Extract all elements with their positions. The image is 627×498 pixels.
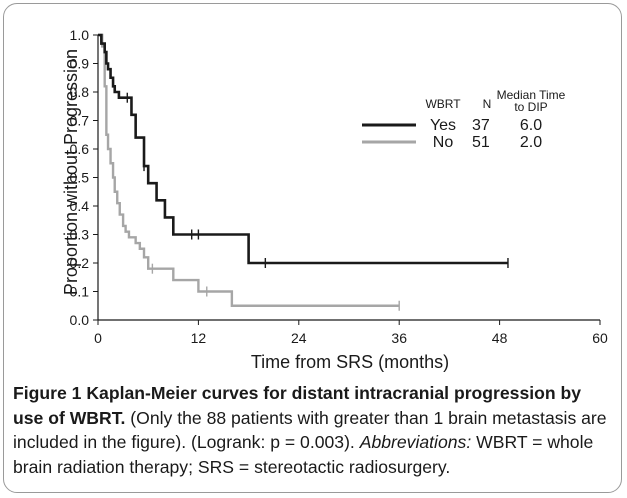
y-tick-label: 0.3: [70, 227, 90, 243]
legend-n-header: N: [483, 97, 492, 111]
km-curve-yes: [98, 33, 508, 265]
km-chart: 0.0 0.1 0.2 0.3 0.4 0.5 0.6 0.7 0.8 0.9 1.0 0 12 24 36…: [61, 27, 608, 372]
plot-area: 0.0 0.1 0.2 0.3 0.4 0.5 0.6 0.7 0.8 0.9 1.0 0 12 24 36…: [70, 27, 608, 346]
legend-median-no: 2.0: [520, 134, 542, 151]
x-tick-label: 48: [492, 330, 508, 346]
caption-title: Kaplan-Meier curves for distant intracra…: [13, 383, 582, 428]
y-tick-label: 0.5: [70, 170, 90, 186]
caption-body: (Only the 88 patients with greater than …: [13, 407, 607, 453]
legend-title: WBRT: [425, 97, 461, 111]
legend-n-no: 51: [472, 134, 490, 151]
figure-caption: Figure 1 Kaplan-Meier curves for distant…: [13, 381, 613, 479]
caption-abbr-text: WBRT = whole brain radiation therapy; SR…: [13, 432, 594, 477]
x-tick-label: 36: [391, 330, 407, 346]
legend-label-yes: Yes: [430, 117, 456, 134]
caption-abbr-label: Abbreviations:: [359, 432, 472, 452]
x-axis-label: Time from SRS (months): [251, 352, 449, 372]
y-axis-label: Proportion without Progression: [61, 49, 81, 295]
y-tick-label: 0.8: [70, 84, 90, 100]
y-tick-label: 0.4: [70, 198, 90, 214]
x-tick-label: 60: [592, 330, 608, 346]
y-tick-label: 0.0: [70, 312, 90, 328]
y-tick-label: 0.1: [70, 284, 90, 300]
caption-figure-label: Figure 1: [13, 383, 82, 403]
legend-median-header-2: to DIP: [514, 100, 547, 114]
x-tick-label: 0: [94, 330, 102, 346]
km-curve-no: [98, 33, 400, 307]
y-tick-label: 0.9: [70, 56, 90, 72]
x-tick-label: 12: [191, 330, 207, 346]
legend: WBRT N Median Time to DIP Yes 37 6.0 No …: [362, 88, 566, 151]
y-tick-label: 0.6: [70, 141, 90, 157]
y-tick-label: 0.2: [70, 255, 90, 271]
legend-n-yes: 37: [472, 117, 490, 134]
figure-frame: [3, 3, 622, 493]
legend-label-no: No: [433, 134, 454, 151]
x-tick-label: 24: [291, 330, 307, 346]
y-tick-label: 0.7: [70, 113, 90, 129]
legend-median-yes: 6.0: [520, 117, 542, 134]
y-tick-label: 1.0: [70, 27, 90, 43]
legend-median-header-1: Median Time: [497, 88, 566, 102]
